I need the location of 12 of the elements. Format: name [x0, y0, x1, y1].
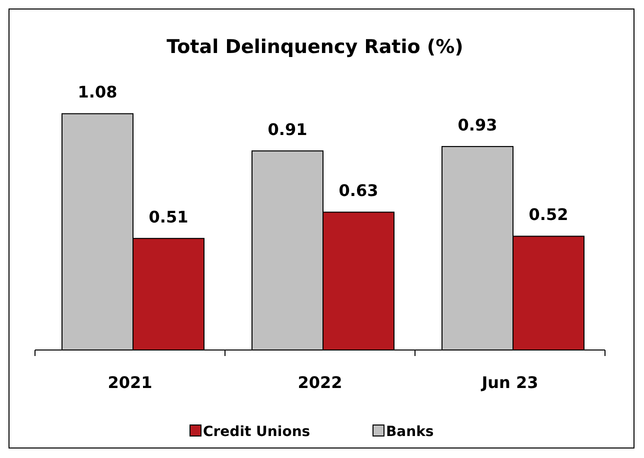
x-tick-label: 2022 — [298, 373, 342, 392]
data-label: 0.51 — [148, 207, 188, 226]
data-label: 0.91 — [268, 120, 308, 139]
x-tick-label: Jun 23 — [480, 373, 538, 392]
data-label: 1.08 — [78, 82, 118, 102]
data-label: 0.52 — [528, 205, 568, 224]
legend-label: Banks — [386, 424, 434, 440]
x-tick-label: 2021 — [108, 373, 152, 392]
chart-title: Total Delinquency Ratio (%) — [166, 36, 464, 58]
data-label: 0.93 — [458, 116, 498, 135]
data-label: 0.63 — [338, 181, 378, 200]
legend-label: Credit Unions — [203, 424, 310, 440]
